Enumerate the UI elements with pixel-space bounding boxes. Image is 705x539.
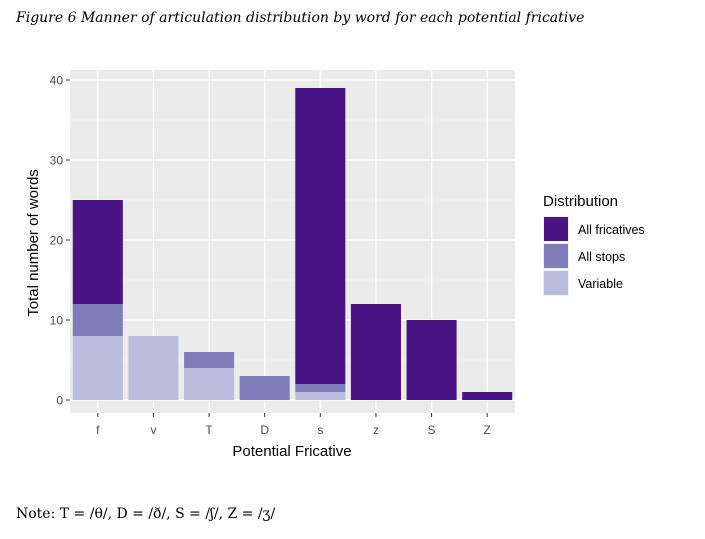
y-axis-label: Total number of words xyxy=(25,169,42,317)
bar-segment xyxy=(406,320,457,400)
x-tick-label: T xyxy=(205,423,213,437)
bar-segment xyxy=(72,200,123,304)
legend-swatch xyxy=(544,271,568,295)
y-tick-label: 30 xyxy=(50,154,64,168)
x-tick-label: f xyxy=(96,423,100,437)
legend-swatch xyxy=(544,217,568,241)
x-tick-label: S xyxy=(428,423,436,437)
legend-swatch xyxy=(544,244,568,268)
bar-segment xyxy=(184,352,235,368)
figure-note: Note: T = /θ/, D = /ð/, S = /ʃ/, Z = /ʒ/ xyxy=(16,506,276,522)
bar-segment xyxy=(128,336,179,400)
figure-caption: Figure 6 Manner of articulation distribu… xyxy=(16,10,585,26)
bar-segment xyxy=(295,88,346,384)
bar-segment xyxy=(295,392,346,400)
y-axis: 0 10 20 30 40 xyxy=(50,74,70,408)
plot-panel xyxy=(70,70,515,413)
y-tick-label: 0 xyxy=(56,394,63,408)
bar-segment xyxy=(350,304,401,400)
y-tick-label: 40 xyxy=(50,74,64,88)
x-axis-label: Potential Fricative xyxy=(232,443,351,460)
bar-segment xyxy=(184,368,235,400)
bar-segment xyxy=(72,304,123,336)
legend-label: All fricatives xyxy=(578,223,645,237)
x-tick-label: v xyxy=(150,423,156,437)
x-tick-label: Z xyxy=(484,423,491,437)
legend-title: Distribution xyxy=(543,193,618,210)
legend-label: All stops xyxy=(578,250,625,264)
x-tick-label: z xyxy=(373,423,379,437)
bar-segment xyxy=(239,376,290,400)
y-tick-label: 10 xyxy=(50,314,64,328)
x-tick-label: s xyxy=(317,423,323,437)
bar-segment xyxy=(72,336,123,400)
bar-segment xyxy=(462,392,513,400)
legend: Distribution All fricatives All stops Varia… xyxy=(543,193,645,296)
x-tick-label: D xyxy=(260,423,269,437)
legend-label: Variable xyxy=(578,277,623,291)
bar-segment xyxy=(295,384,346,392)
y-tick-label: 20 xyxy=(50,234,64,248)
